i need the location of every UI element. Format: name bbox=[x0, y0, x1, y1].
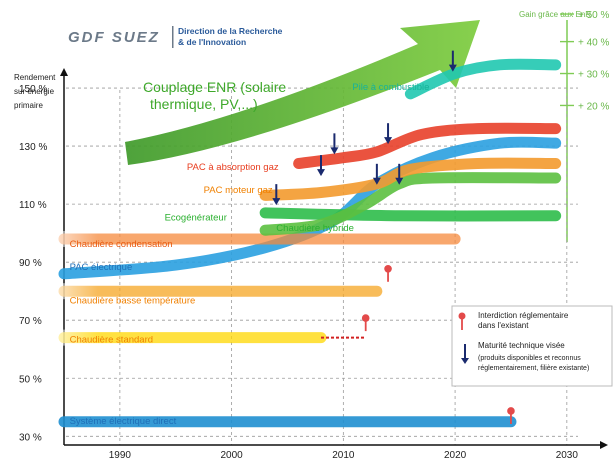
y-axis-title-line: Rendement bbox=[14, 73, 56, 82]
y-tick-label: 50 % bbox=[19, 374, 42, 385]
series-label: PAC électrique bbox=[70, 262, 133, 273]
header: GDF SUEZ Direction de la Recherche & de … bbox=[68, 26, 283, 48]
series-label: PAC à absorption gaz bbox=[187, 162, 279, 173]
series-band: Chaudière standard bbox=[58, 329, 327, 346]
arrow-label-line1: Couplage ENR (solaire bbox=[143, 79, 286, 95]
y-axis: Rendement sur énergie primaire 30 % 50 % 70 %… bbox=[14, 68, 68, 445]
series-label: PAC moteur gaz bbox=[204, 185, 273, 196]
series-label: Chaudière standard bbox=[70, 335, 153, 346]
y-tick-label: 70 % bbox=[19, 316, 42, 327]
series-band-line bbox=[404, 58, 562, 100]
y-axis-arrowhead bbox=[60, 68, 68, 76]
gain-axis-tick-label: + 50 % bbox=[578, 10, 610, 21]
series-label: Pile à combustible bbox=[352, 82, 429, 93]
maturity-arrow-head bbox=[448, 64, 457, 72]
series-label: Ecogénérateur bbox=[165, 213, 227, 224]
renewables-arrow-shape bbox=[125, 20, 480, 165]
renewables-arrow: Couplage ENR (solaire thermique, PV,...) bbox=[125, 20, 480, 165]
maturity-arrow-head bbox=[330, 147, 339, 155]
maturity-arrow-head bbox=[272, 198, 281, 206]
legend-maturity-label-line3: réglementairement, filière existante) bbox=[478, 365, 589, 372]
series-label: Système électrique direct bbox=[70, 416, 177, 427]
company-logo: GDF SUEZ bbox=[68, 29, 160, 46]
gain-axis-title: Gain grâce aux EnR bbox=[519, 10, 591, 19]
legend: Interdiction réglementaire dans l'exista… bbox=[451, 305, 613, 387]
series-band-fade bbox=[58, 329, 98, 346]
legend-maturity-label-line2: (produits disponibles et reconnus bbox=[478, 355, 581, 362]
gain-axis-tick-label: + 30 % bbox=[578, 70, 610, 81]
org-name-line2: & de l'Innovation bbox=[178, 37, 246, 47]
y-tick-label: 130 % bbox=[19, 142, 47, 153]
ban-marker-head bbox=[507, 407, 515, 415]
series-band: Ecogénérateur bbox=[165, 207, 562, 224]
maturity-arrow-head bbox=[384, 137, 393, 145]
series-label: Chaudière basse température bbox=[70, 295, 196, 306]
legend-maturity-icon bbox=[461, 344, 469, 364]
gain-axis-tick-label: + 20 % bbox=[578, 101, 610, 112]
gain-axis-tick-label: + 40 % bbox=[578, 38, 610, 49]
series-band: Chaudière hybride bbox=[259, 172, 562, 236]
x-tick-label: 2010 bbox=[332, 450, 355, 461]
legend-ban-label-line2: dans l'existant bbox=[478, 321, 529, 330]
legend-ban-icon bbox=[458, 312, 466, 330]
ban-marker-head bbox=[384, 264, 392, 273]
maturity-arrow-head bbox=[372, 177, 381, 185]
series-label: Chaudière hybride bbox=[276, 223, 354, 234]
series-label: Chaudière condensation bbox=[70, 239, 173, 250]
series-band: Chaudière basse température bbox=[58, 283, 383, 306]
markers-layer bbox=[272, 50, 515, 424]
legend-box bbox=[451, 305, 613, 387]
series-band-line bbox=[293, 122, 562, 169]
y-tick-label: 150 % bbox=[19, 84, 47, 95]
series-band-fade bbox=[58, 283, 98, 300]
series-band-fade bbox=[58, 230, 98, 247]
x-axis-arrowhead bbox=[600, 441, 608, 449]
series-band: PAC à absorption gaz bbox=[187, 122, 562, 173]
y-axis-title-line: primaire bbox=[14, 101, 43, 110]
x-tick-label: 2000 bbox=[220, 450, 243, 461]
org-name-line1: Direction de la Recherche bbox=[178, 26, 283, 36]
series-band: Pile à combustible bbox=[352, 58, 562, 100]
legend-maturity-label-line1: Maturité technique visée bbox=[478, 341, 565, 350]
y-tick-label: 30 % bbox=[19, 432, 42, 443]
legend-ban-label-line1: Interdiction réglementaire bbox=[478, 311, 569, 320]
series-band: Système électrique direct bbox=[58, 416, 517, 428]
arrow-label-line2: thermique, PV,...) bbox=[150, 96, 258, 112]
logo-divider bbox=[172, 26, 174, 48]
x-axis: 1990 2000 2010 2020 2030 bbox=[64, 441, 608, 461]
x-tick-label: 2030 bbox=[556, 450, 579, 461]
series-band: Chaudière condensation bbox=[58, 230, 461, 250]
y-tick-label: 110 % bbox=[19, 200, 47, 211]
series-band: PAC moteur gaz bbox=[204, 157, 562, 201]
x-tick-label: 2020 bbox=[444, 450, 467, 461]
series-band-line bbox=[259, 157, 562, 201]
y-tick-label: 90 % bbox=[19, 258, 42, 269]
x-tick-label: 1990 bbox=[109, 450, 132, 461]
y-axis-title-line: sur énergie bbox=[14, 87, 55, 96]
maturity-arrow-head bbox=[395, 177, 404, 185]
series-band-line bbox=[259, 172, 562, 236]
series-layer: Système électrique direct Chaudière stand… bbox=[58, 58, 562, 428]
series-band-line bbox=[259, 207, 562, 222]
maturity-arrow-head bbox=[317, 169, 325, 177]
ban-marker-head bbox=[361, 314, 370, 322]
